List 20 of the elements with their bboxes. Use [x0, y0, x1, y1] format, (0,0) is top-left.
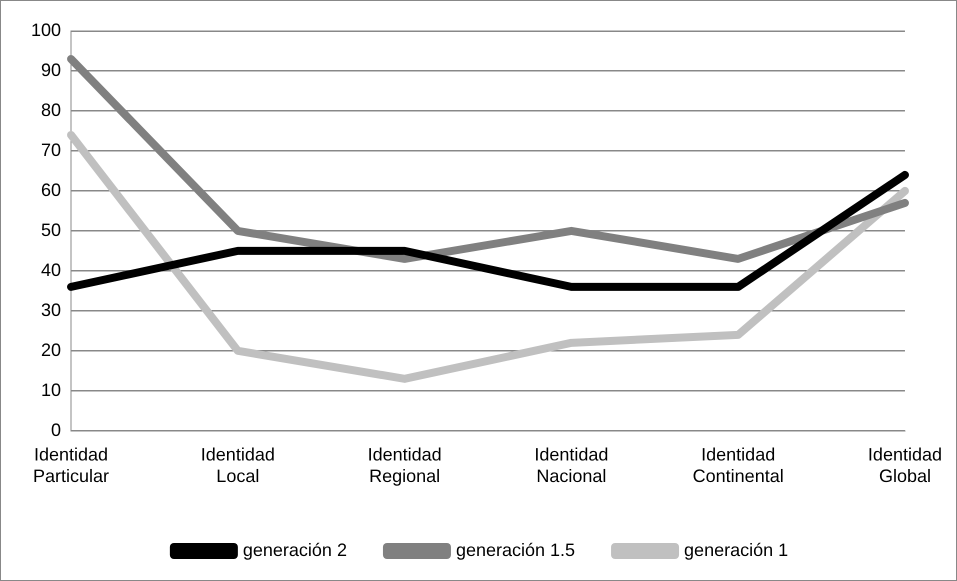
y-tick-label: 90: [41, 60, 62, 80]
x-tick-label: Identidad Nacional: [534, 444, 608, 486]
x-tick-label: Identidad Global: [868, 444, 942, 486]
legend-label: generación 1.5: [456, 540, 576, 560]
y-tick-label: 50: [41, 220, 62, 240]
y-tick-label: 0: [51, 420, 62, 440]
y-tick-label: 100: [30, 20, 62, 40]
y-tick-label: 40: [41, 260, 62, 280]
x-tick-label: Identidad Local: [200, 444, 275, 486]
x-tick-label: Identidad Continental: [692, 444, 784, 486]
y-tick-label: 30: [41, 300, 62, 320]
x-tick-label: Identidad Particular: [33, 444, 110, 486]
x-tick-label: Identidad Regional: [368, 444, 442, 486]
legend-label: generación 1: [684, 540, 788, 560]
legend-label: generación 2: [242, 540, 347, 560]
y-tick-label: 10: [41, 380, 62, 400]
y-tick-label: 70: [41, 140, 62, 160]
y-tick-label: 80: [41, 100, 62, 120]
y-tick-label: 20: [41, 340, 62, 360]
y-tick-label: 60: [41, 180, 62, 200]
